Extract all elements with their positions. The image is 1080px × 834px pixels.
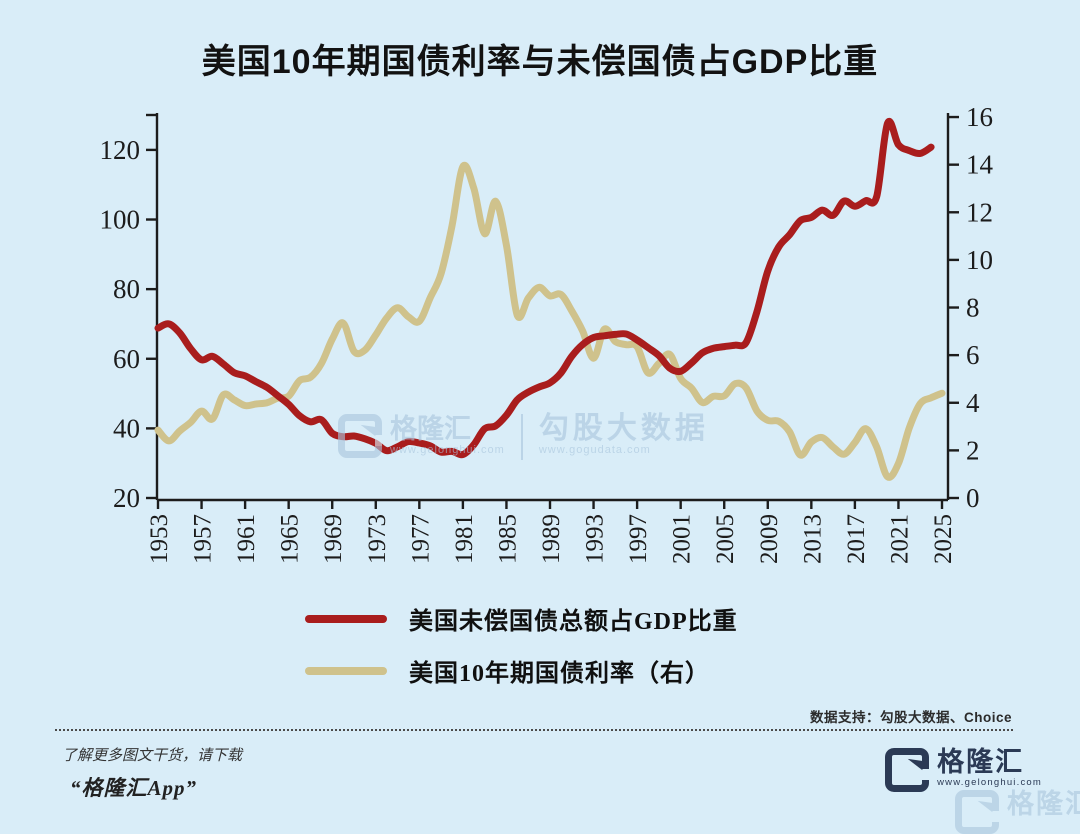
legend-label-yield: 美国10年期国债利率（右） (409, 661, 710, 687)
y-right-tick-label: 6 (966, 340, 980, 370)
gelonghui-logo-icon (885, 748, 930, 792)
y-left-tick-label: 80 (113, 274, 140, 304)
y-left-tick-label: 40 (113, 413, 140, 443)
footer-logo-url: www.gelonghui.com (937, 777, 1042, 788)
y-right-tick-label: 14 (966, 150, 994, 180)
x-tick-label: 2021 (886, 514, 913, 564)
x-tick-label: 1969 (320, 514, 347, 564)
x-tick-label: 2025 (930, 514, 957, 564)
legend-item-10y-yield: 美国10年期国债利率（右） (305, 653, 775, 688)
data-support-note: 数据支持：勾股大数据、Choice (809, 710, 1012, 725)
x-tick-label: 2017 (843, 514, 870, 564)
promo-app-name: “格隆汇App” (70, 776, 198, 800)
y-right-tick-label: 8 (966, 293, 980, 323)
promo-text: 了解更多图文干货，请下载 (62, 748, 243, 764)
x-tick-label: 1965 (277, 514, 304, 564)
footer-logo-brand: 格隆汇 (937, 747, 1025, 777)
faded-logo-brand: 格隆汇 (1007, 789, 1080, 819)
y-right-tick-label: 10 (966, 245, 993, 275)
footer-divider (55, 729, 1013, 731)
x-tick-label: 1953 (146, 514, 173, 564)
gelonghui-footer-logo: 格隆汇 www.gelonghui.com (885, 748, 1042, 792)
x-tick-label: 1981 (451, 514, 478, 564)
gelonghui-faded-logo: 格隆汇 (955, 790, 1080, 834)
chart-title: 美国10年期国债利率与未偿国债占GDP比重 (201, 43, 879, 81)
y-left-tick-label: 20 (113, 483, 140, 513)
x-tick-label: 1977 (407, 514, 434, 564)
series-line-1 (154, 161, 946, 481)
x-tick-label: 2001 (669, 514, 696, 564)
y-left-tick-label: 120 (100, 135, 141, 165)
legend-swatch-yield (305, 666, 387, 675)
x-tick-label: 1989 (538, 514, 565, 564)
x-tick-label: 1985 (494, 514, 521, 564)
x-tick-label: 1973 (364, 514, 391, 564)
x-tick-label: 1997 (625, 514, 652, 564)
legend-swatch-debt (305, 614, 387, 623)
y-left-tick-label: 100 (100, 205, 141, 235)
y-left-tick-label: 60 (113, 344, 140, 374)
y-right-tick-label: 2 (966, 435, 980, 465)
legend-label-debt: 美国未偿国债总额占GDP比重 (409, 609, 738, 635)
y-right-tick-label: 12 (966, 197, 993, 227)
x-tick-label: 1957 (190, 514, 217, 564)
app-promo: 了解更多图文干货，请下载 “格隆汇App” (62, 744, 242, 802)
gelonghui-logo-icon (955, 790, 999, 834)
x-tick-label: 2009 (756, 514, 783, 564)
y-right-tick-label: 0 (966, 483, 980, 513)
x-tick-label: 1993 (582, 514, 609, 564)
legend-item-debt-gdp: 美国未偿国债总额占GDP比重 (305, 601, 775, 636)
x-tick-label: 2013 (799, 514, 826, 564)
series-line-0 (154, 117, 935, 459)
x-tick-label: 1961 (233, 514, 260, 564)
chart-legend: 美国未偿国债总额占GDP比重 美国10年期国债利率（右） (0, 601, 1080, 688)
y-right-tick-label: 4 (966, 388, 980, 418)
y-right-tick-label: 16 (966, 102, 993, 132)
x-tick-label: 2005 (712, 514, 739, 564)
